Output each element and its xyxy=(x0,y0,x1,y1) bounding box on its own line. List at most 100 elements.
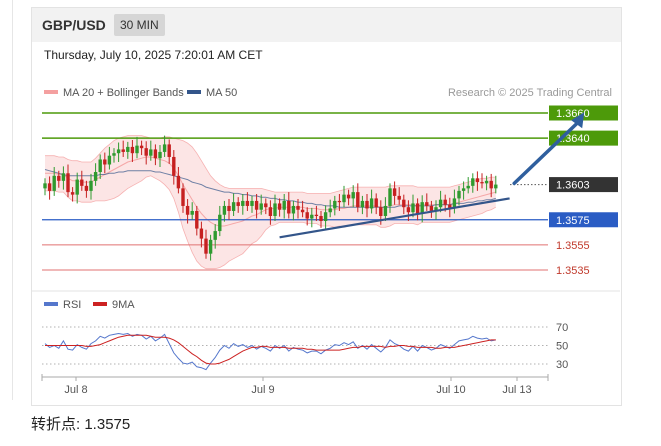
candle-body xyxy=(139,145,144,149)
candle-body xyxy=(392,188,397,196)
candle-body xyxy=(112,153,116,156)
candle-body xyxy=(176,175,181,189)
rsi-9ma-line xyxy=(45,334,496,365)
projection-arrow-shaft xyxy=(512,119,581,186)
candle-body xyxy=(319,215,323,222)
candle-body xyxy=(452,198,457,209)
rsi-tick-30: 30 xyxy=(556,359,568,371)
legend-swatch-bollinger xyxy=(44,90,58,94)
candle-body xyxy=(282,200,286,210)
candle-body xyxy=(158,151,162,159)
candle-body xyxy=(264,203,268,208)
candle-body xyxy=(75,179,79,195)
candle-body xyxy=(448,204,452,209)
candle-body xyxy=(397,195,401,200)
candle-body xyxy=(328,208,332,213)
candle-body xyxy=(365,200,369,209)
level-label-1.3660: 1.3660 xyxy=(556,108,590,120)
candle-body xyxy=(287,200,291,214)
candle-body xyxy=(222,205,227,215)
x-tick-Jul-9: Jul 9 xyxy=(251,384,274,396)
candle-body xyxy=(245,200,250,206)
candle-body xyxy=(443,199,447,205)
candle-body xyxy=(204,238,208,254)
legend-label-bollinger: MA 20 + Bollinger Bands xyxy=(63,87,184,99)
candle-body xyxy=(89,180,93,191)
symbol-label: GBP/USD xyxy=(42,17,106,33)
candle-body xyxy=(346,194,351,199)
candle-body xyxy=(314,214,319,216)
candle-body xyxy=(107,155,112,165)
candle-body xyxy=(162,144,167,152)
candle-body xyxy=(489,180,493,189)
candle-body xyxy=(457,190,461,199)
candle-body xyxy=(411,203,415,213)
x-tick-Jul-13: Jul 13 xyxy=(502,384,531,396)
candle-body xyxy=(236,202,240,206)
candle-body xyxy=(438,199,443,208)
candle-body xyxy=(420,202,424,214)
candle-body xyxy=(406,207,411,213)
candle-body xyxy=(323,212,328,222)
candle-body xyxy=(480,182,484,184)
legend-swatch-9ma xyxy=(93,302,107,306)
x-tick-Jul-8: Jul 8 xyxy=(64,384,87,396)
candle-body xyxy=(52,175,56,191)
candle-body xyxy=(231,202,236,211)
candle-body xyxy=(342,194,346,203)
candle-body xyxy=(208,239,213,254)
level-label-1.3603: 1.3603 xyxy=(556,180,590,192)
interval-badge[interactable]: 30 MIN xyxy=(114,14,165,36)
chart-timestamp: Thursday, July 10, 2025 7:20:01 AM CET xyxy=(44,48,263,62)
candle-body xyxy=(57,175,61,181)
legend-label-9ma: 9MA xyxy=(112,299,135,311)
chart-credit: Research © 2025 Trading Central xyxy=(448,87,612,99)
pivot-value: 1.3575 xyxy=(84,416,131,433)
candle-body xyxy=(402,199,406,208)
candle-body xyxy=(195,210,199,229)
level-badge-1.3603 xyxy=(549,177,618,193)
candle-body xyxy=(337,200,342,203)
candle-body xyxy=(227,205,231,211)
candle-body xyxy=(356,192,360,208)
candle-body xyxy=(116,149,121,154)
support-trendline xyxy=(279,197,510,239)
chart-panel: GBP/USD 30 MIN Thursday, July 10, 2025 7… xyxy=(31,7,622,406)
candle-body xyxy=(93,172,98,181)
legend-label-rsi: RSI xyxy=(63,299,81,311)
legend-label-ma50: MA 50 xyxy=(206,87,237,99)
candle-body xyxy=(268,207,273,216)
candle-body xyxy=(172,156,176,176)
candle-body xyxy=(199,228,204,239)
candle-body xyxy=(80,179,84,186)
candle-body xyxy=(181,188,185,206)
candle-body xyxy=(103,159,107,165)
candle-body xyxy=(213,231,217,240)
candle-body xyxy=(259,203,263,210)
candle-body xyxy=(379,207,383,216)
candle-body xyxy=(126,146,130,152)
candle-body xyxy=(475,178,480,183)
candle-body xyxy=(135,145,139,154)
candle-body xyxy=(374,198,378,208)
candle-body xyxy=(494,184,498,189)
page-left-rule xyxy=(12,0,13,400)
level-label-1.3555: 1.3555 xyxy=(556,240,590,252)
projection-arrow-head xyxy=(571,112,585,129)
candle-body xyxy=(383,205,388,216)
candle-body xyxy=(471,178,475,186)
candle-body xyxy=(484,180,489,184)
candle-body xyxy=(415,203,420,214)
candle-body xyxy=(61,173,66,181)
candle-body xyxy=(360,200,365,208)
chart-header: GBP/USD 30 MIN xyxy=(32,8,621,42)
candle-body xyxy=(351,192,355,199)
candle-body xyxy=(130,146,135,154)
candle-body xyxy=(185,205,190,215)
candle-body xyxy=(434,207,438,211)
candle-body xyxy=(333,200,337,209)
candle-body xyxy=(273,203,277,216)
candle-body xyxy=(47,183,52,191)
pivot-label: 转折点: xyxy=(31,416,81,433)
